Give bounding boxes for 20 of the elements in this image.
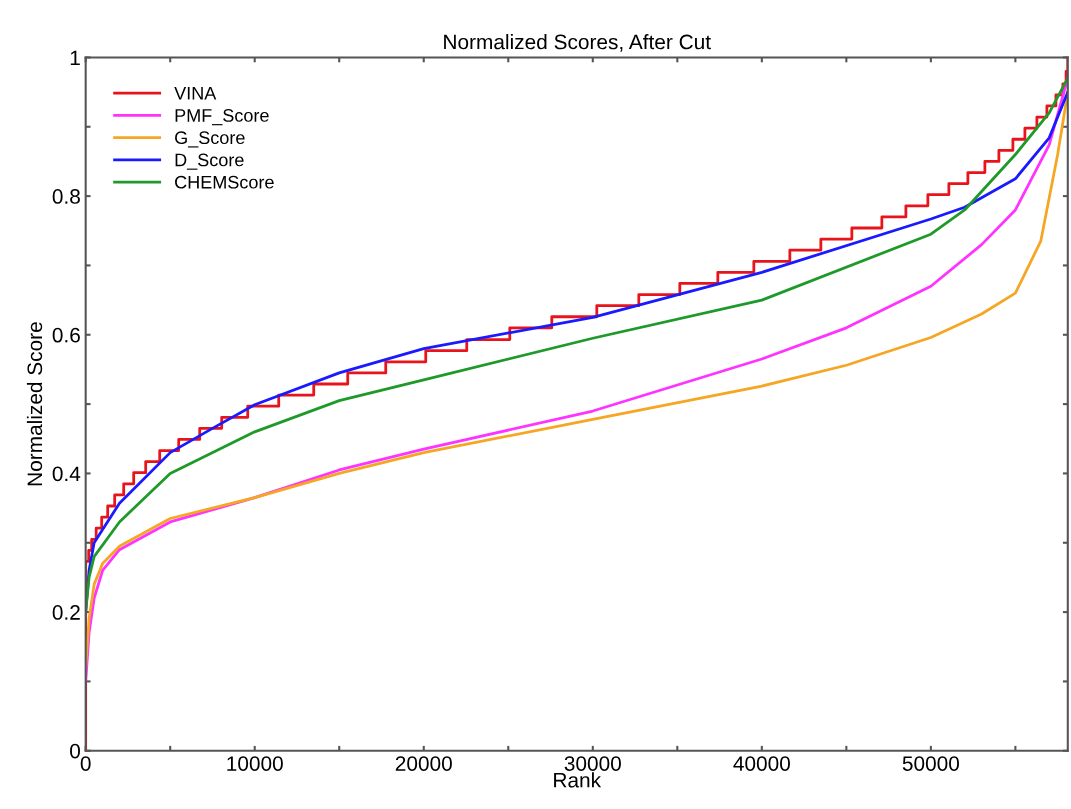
y-tick-label: 1: [70, 50, 80, 65]
legend-label: PMF_Score: [175, 109, 269, 126]
y-tick-label: 0.6: [52, 327, 80, 343]
x-tick-label: 40000: [733, 756, 790, 771]
y-tick-label: 0.4: [52, 466, 81, 482]
y-tick-label: 0: [70, 743, 81, 759]
x-tick-label: 10000: [227, 756, 283, 771]
y-tick-label: 0.8: [52, 189, 80, 204]
y-axis-title: Normalized Score: [26, 322, 43, 486]
legend-label: D_Score: [175, 153, 244, 170]
x-axis-title: Rank: [554, 772, 602, 788]
legend-label: CHEMScore: [175, 175, 274, 189]
x-tick-label: 20000: [395, 756, 452, 771]
x-tick-label: 30000: [564, 756, 621, 771]
x-tick-label: 0: [80, 756, 91, 771]
y-tick-label: 0.2: [52, 605, 80, 620]
legend-label: VINA: [174, 86, 217, 100]
chart-title: Normalized Scores, After Cut: [444, 34, 711, 52]
x-tick-label: 50000: [902, 756, 960, 771]
legend-label: G_Score: [175, 131, 245, 148]
